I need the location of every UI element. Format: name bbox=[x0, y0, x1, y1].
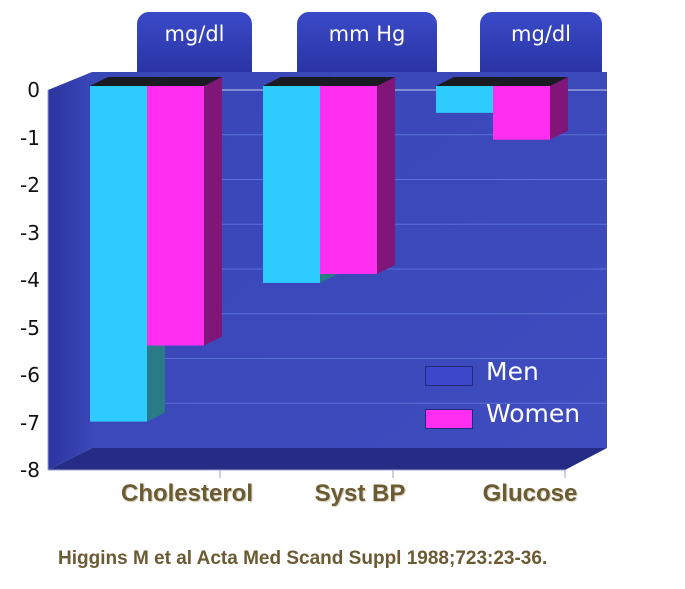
category-label-cholesterol: Cholesterol bbox=[120, 480, 254, 507]
legend-swatch-men bbox=[425, 366, 473, 386]
y-tick-label: -4 bbox=[20, 268, 40, 292]
y-tick-label: -3 bbox=[20, 220, 40, 245]
plot-floor bbox=[48, 448, 607, 470]
plot-side-wall bbox=[48, 72, 92, 470]
unit-tab-cholesterol: mg/dl bbox=[137, 12, 252, 72]
y-tick-label: -5 bbox=[20, 315, 40, 340]
legend-swatch-women bbox=[425, 409, 473, 429]
citation: Higgins M et al Acta Med Scand Suppl 198… bbox=[58, 548, 548, 569]
y-tick-label: -6 bbox=[20, 363, 40, 387]
y-tick-label: -2 bbox=[20, 173, 40, 197]
bar-women-cholesterol bbox=[147, 77, 222, 346]
category-label-glucose: Glucose bbox=[482, 480, 578, 507]
bar-women-syst-bp bbox=[320, 77, 395, 274]
bar-women-glucose bbox=[493, 77, 568, 140]
unit-tab-glucose: mg/dl bbox=[480, 12, 602, 72]
category-label-syst-bp: Syst BP bbox=[314, 480, 406, 507]
y-tick-label: -7 bbox=[20, 410, 40, 435]
y-tick-label: -8 bbox=[20, 458, 40, 482]
legend-label-men: Men bbox=[486, 357, 539, 386]
unit-tab-syst-bp: mm Hg bbox=[297, 12, 437, 72]
y-tick-label: 0 bbox=[27, 78, 40, 102]
legend-label-women: Women bbox=[486, 399, 581, 428]
y-tick-label: -1 bbox=[20, 125, 40, 150]
